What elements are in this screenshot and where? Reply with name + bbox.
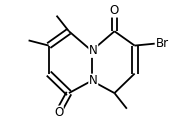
Text: N: N (89, 74, 98, 87)
Text: O: O (110, 4, 119, 17)
Text: N: N (89, 44, 98, 57)
Text: Br: Br (155, 37, 169, 50)
Text: O: O (54, 106, 63, 119)
